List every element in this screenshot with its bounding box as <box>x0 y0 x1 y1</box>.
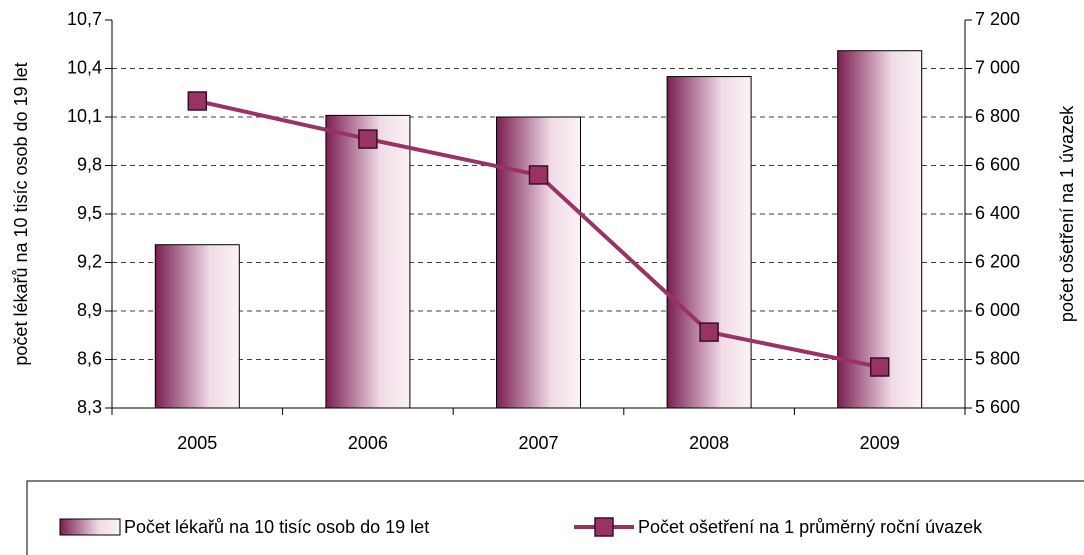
y2-tick-label: 6 200 <box>975 251 1020 271</box>
marker <box>869 357 890 377</box>
y2-tick-label: 6 400 <box>975 203 1020 223</box>
y2-tick-label: 7 000 <box>975 57 1020 77</box>
y2-tick-label: 6 000 <box>975 300 1020 320</box>
y-tick-label: 8,6 <box>77 348 102 368</box>
y-axis-label: počet lékařů na 10 tisíc osob do 19 let <box>11 62 31 365</box>
marker <box>187 91 208 111</box>
legend-label: Počet lékařů na 10 tisíc osob do 19 let <box>124 517 429 537</box>
x-tick-label: 2009 <box>860 433 900 453</box>
y-tick-label: 8,3 <box>77 397 102 417</box>
marker <box>699 322 719 342</box>
y2-tick-label: 5 800 <box>975 348 1020 368</box>
y2-axis-label: počet ošetření na 1 úvazek <box>1057 105 1077 322</box>
bar <box>666 76 752 409</box>
legend-label: Počet ošetření na 1 průměrný roční úvaze… <box>638 517 983 537</box>
y-tick-label: 9,5 <box>77 203 102 223</box>
marker <box>528 165 549 185</box>
bar <box>325 114 411 409</box>
x-tick-label: 2007 <box>518 433 558 453</box>
x-tick-label: 2008 <box>689 433 729 453</box>
y-tick-label: 9,8 <box>77 154 102 174</box>
bar <box>837 50 923 409</box>
marker <box>358 129 378 149</box>
legend-box <box>26 480 1084 555</box>
legend-swatch <box>59 518 121 536</box>
y-tick-label: 10,1 <box>67 106 102 126</box>
y2-tick-label: 6 600 <box>975 154 1020 174</box>
y-tick-label: 10,7 <box>67 9 102 29</box>
y2-tick-label: 6 800 <box>975 106 1020 126</box>
y-tick-label: 10,4 <box>67 57 102 77</box>
y2-tick-label: 5 600 <box>975 397 1020 417</box>
x-tick-label: 2006 <box>348 433 388 453</box>
y-tick-label: 9,2 <box>77 251 102 271</box>
bar <box>154 244 240 409</box>
x-tick-label: 2005 <box>177 433 217 453</box>
bar <box>496 116 581 409</box>
y2-tick-label: 7 200 <box>975 9 1020 29</box>
legend-swatch <box>594 517 614 537</box>
y-tick-label: 8,9 <box>77 300 102 320</box>
